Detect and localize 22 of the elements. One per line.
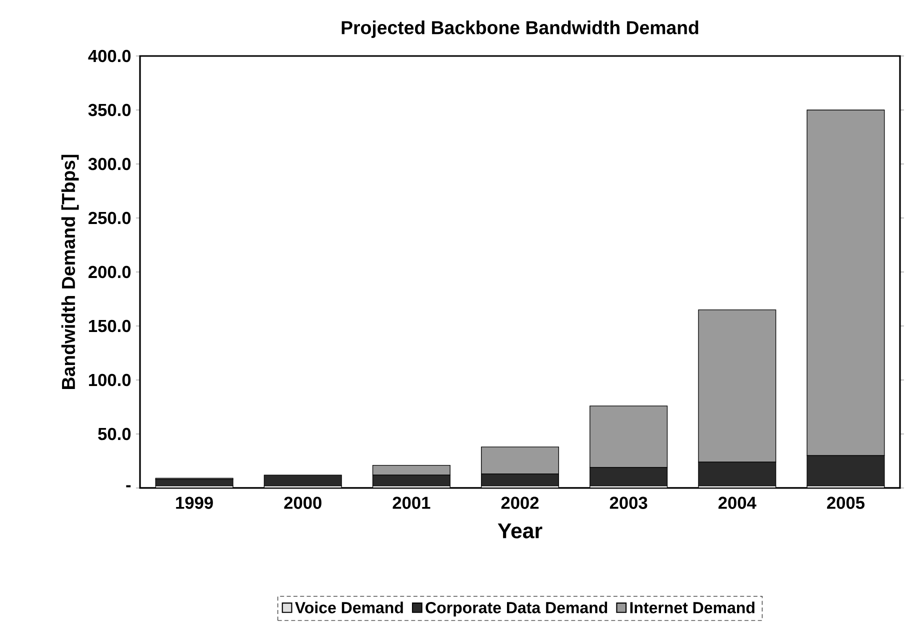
x-tick-label: 2001 <box>392 496 430 509</box>
y-tick-label: 50.0 <box>98 428 131 440</box>
y-tick-label: 100.0 <box>89 374 131 386</box>
y-tick-label: 350.0 <box>88 104 131 116</box>
y-tick-label: 200.0 <box>88 266 131 278</box>
x-tick-label: 2000 <box>284 496 322 509</box>
x-tick-label: 1999 <box>176 496 213 509</box>
x-axis-title: Year <box>498 523 542 538</box>
y-tick-label: 300.0 <box>88 158 131 170</box>
legend-label: Corporate Data Demand <box>426 602 608 617</box>
chart-title: Projected Backbone Bandwidth Demand <box>342 20 698 38</box>
legend-label: Voice Demand <box>295 602 403 614</box>
x-tick-label: 2003 <box>610 496 648 509</box>
y-tick-label: 150.0 <box>89 320 131 332</box>
y-tick-label: 400.0 <box>88 50 131 62</box>
y-tick-label: - <box>126 485 131 488</box>
y-tick-label: 250.0 <box>88 212 131 224</box>
x-tick-label: 2004 <box>718 496 756 509</box>
x-tick-label: 2002 <box>501 496 539 509</box>
legend-label: Internet Demand <box>630 602 754 614</box>
x-tick-label: 2005 <box>827 496 865 509</box>
y-axis-title: Bandwidth Demand [Tbps] <box>61 154 79 389</box>
